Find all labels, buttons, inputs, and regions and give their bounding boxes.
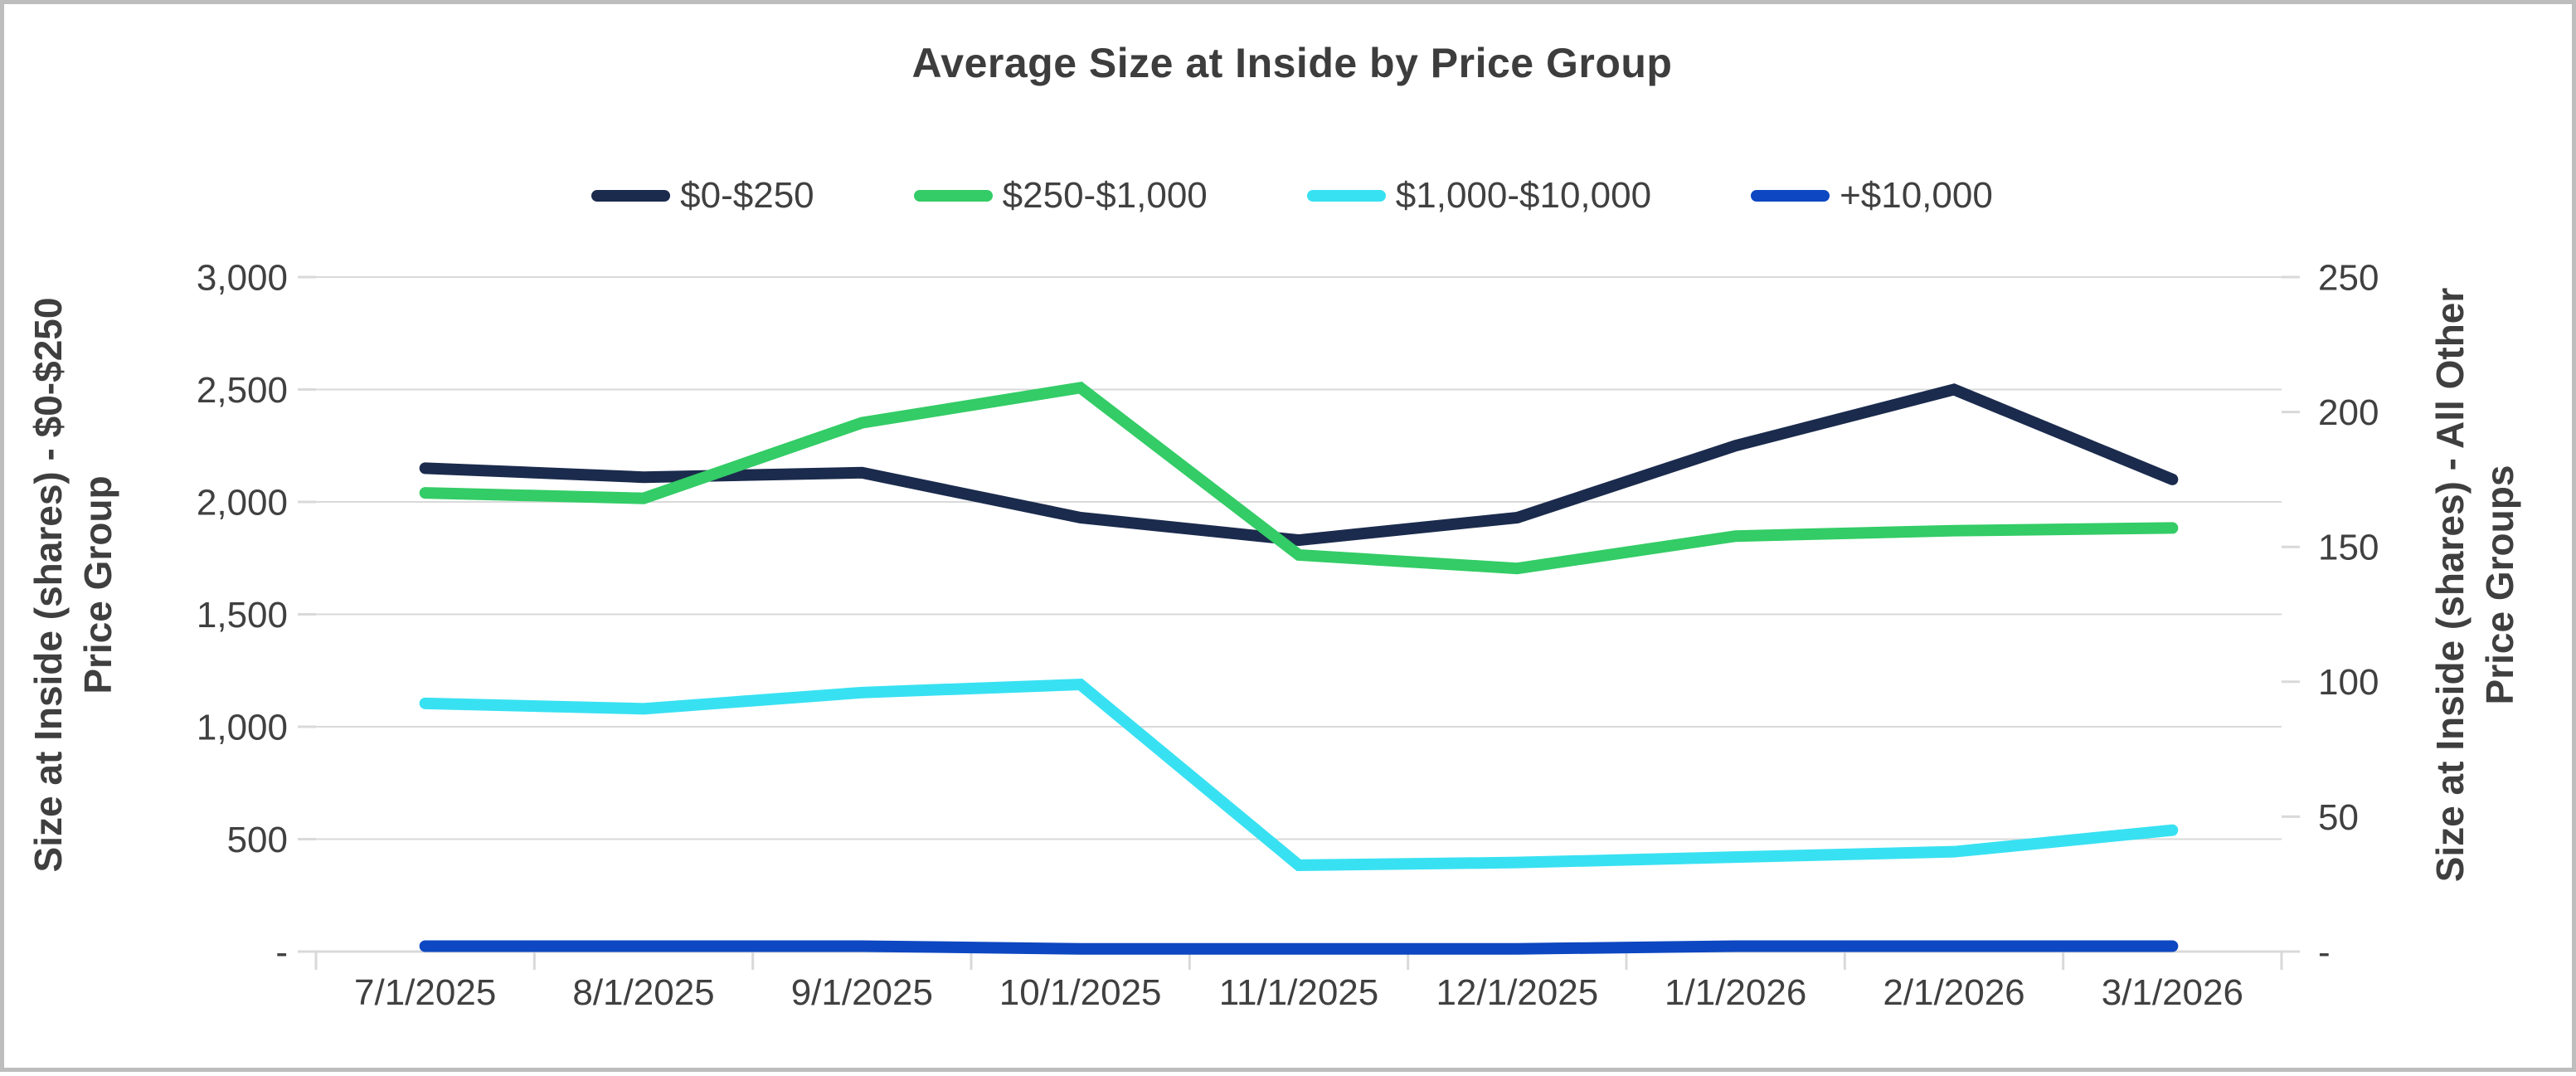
x-axis-label: 3/1/2026 [2102,972,2243,1013]
left-tick-label: 3,000 [197,257,288,298]
legend-item-3: +$10,000 [1751,175,1993,217]
x-axis-label: 8/1/2025 [572,972,714,1013]
series-line-3 [419,940,2179,955]
x-axis-label: 7/1/2025 [354,972,496,1013]
left-tick-label: 1,000 [197,707,288,747]
left-tick-label: 500 [227,820,288,860]
right-tick-label: 100 [2318,662,2379,703]
right-tick-label: - [2318,932,2331,972]
left-tick-label: 2,500 [197,370,288,411]
chart-legend: $0-$250 $250-$1,000 $1,000-$10,000 +$10,000 [4,167,2576,225]
right-tick-label: 50 [2318,797,2359,838]
chart-title: Average Size at Inside by Price Group [911,40,1673,86]
x-axis-label: 2/1/2026 [1883,972,2024,1013]
legend-item-2: $1,000-$10,000 [1306,175,1652,217]
right-tick-label: 150 [2318,528,2379,568]
x-axis-label: 9/1/2025 [791,972,933,1013]
legend-label: $1,000-$10,000 [1395,175,1652,216]
legend-line-swatch-icon [591,190,671,202]
left-tick-label: 1,500 [197,595,288,635]
legend-label: $0-$250 [680,175,814,216]
x-axis-label: 12/1/2025 [1436,972,1598,1013]
x-axis-label: 11/1/2025 [1219,972,1378,1013]
legend-label: +$10,000 [1840,175,1993,216]
legend-label: $250-$1,000 [1002,175,1208,216]
left-tick-label: - [275,932,288,972]
series-line-0 [419,383,2179,547]
series-line-1 [419,381,2179,575]
right-tick-label: 250 [2318,257,2379,298]
right-tick-label: 200 [2318,392,2379,433]
x-axis-label: 1/1/2026 [1665,972,1806,1013]
legend-line-swatch-icon [913,190,993,202]
left-tick-label: 2,000 [197,482,288,523]
legend-item-1: $250-$1,000 [913,175,1208,217]
series-line-2 [419,678,2179,871]
legend-line-swatch-icon [1751,190,1830,202]
legend-item-0: $0-$250 [591,175,814,217]
plot-area: 3,000 2,500 2,000 1,500 1,000 500 - 250 200 150 10… [197,257,2379,1013]
legend-line-swatch-icon [1306,190,1386,202]
x-axis-label: 10/1/2025 [999,972,1162,1013]
